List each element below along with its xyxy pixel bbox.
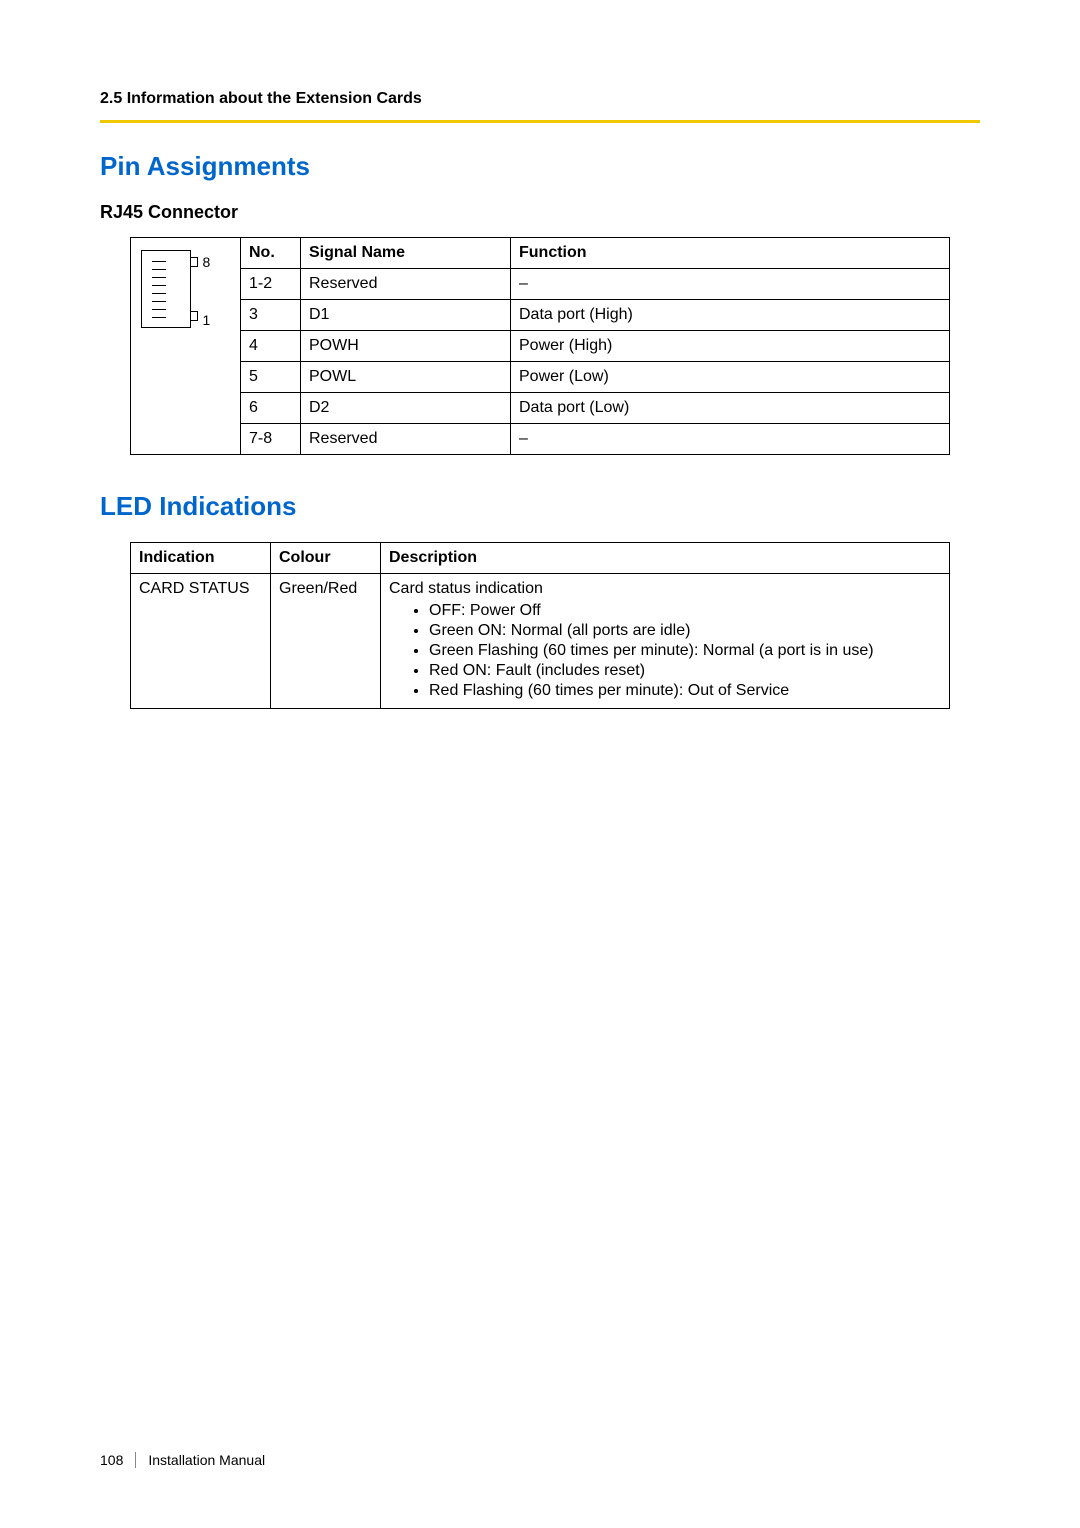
cell-colour: Green/Red	[271, 574, 381, 709]
cell-description: Card status indication OFF: Power Off Gr…	[381, 574, 950, 709]
description-list: OFF: Power Off Green ON: Normal (all por…	[429, 602, 941, 700]
led-indications-heading: LED Indications	[100, 491, 980, 522]
cell-no: 6	[241, 393, 301, 424]
cell-function: Power (Low)	[511, 362, 950, 393]
list-item: Green ON: Normal (all ports are idle)	[429, 622, 941, 640]
col-header-function: Function	[511, 238, 950, 269]
cell-function: Power (High)	[511, 331, 950, 362]
rj45-connector-icon	[141, 250, 191, 328]
cell-function: –	[511, 424, 950, 455]
cell-function: –	[511, 269, 950, 300]
col-header-no: No.	[241, 238, 301, 269]
cell-function: Data port (Low)	[511, 393, 950, 424]
table-header-row: Indication Colour Description	[131, 543, 950, 574]
cell-no: 1-2	[241, 269, 301, 300]
list-item: OFF: Power Off	[429, 602, 941, 620]
cell-no: 7-8	[241, 424, 301, 455]
section-header: 2.5 Information about the Extension Card…	[100, 90, 980, 108]
col-header-colour: Colour	[271, 543, 381, 574]
connector-diagram-cell: 8 1	[131, 238, 241, 455]
cell-indication: CARD STATUS	[131, 574, 271, 709]
table-row: CARD STATUS Green/Red Card status indica…	[131, 574, 950, 709]
table-row: 4 POWH Power (High)	[131, 331, 950, 362]
cell-signal: D2	[301, 393, 511, 424]
cell-no: 4	[241, 331, 301, 362]
list-item: Red Flashing (60 times per minute): Out …	[429, 682, 941, 700]
list-item: Red ON: Fault (includes reset)	[429, 662, 941, 680]
footer-separator	[135, 1452, 136, 1468]
table-row: 6 D2 Data port (Low)	[131, 393, 950, 424]
description-title: Card status indication	[389, 580, 543, 597]
table-header-row: 8 1 No. Signal Name Function	[131, 238, 950, 269]
col-header-signal: Signal Name	[301, 238, 511, 269]
pin-assignments-table: 8 1 No. Signal Name Function 1-2 Reserve…	[130, 237, 950, 455]
table-row: 1-2 Reserved –	[131, 269, 950, 300]
cell-signal: D1	[301, 300, 511, 331]
page-number: 108	[100, 1452, 123, 1468]
rj45-connector-heading: RJ45 Connector	[100, 202, 980, 223]
cell-signal: Reserved	[301, 424, 511, 455]
connector-pin-8-label: 8	[203, 254, 211, 270]
cell-no: 3	[241, 300, 301, 331]
connector-pin-1-label: 1	[203, 312, 211, 328]
pin-assignments-heading: Pin Assignments	[100, 151, 980, 182]
led-indications-table: Indication Colour Description CARD STATU…	[130, 542, 950, 709]
divider	[100, 120, 980, 123]
cell-function: Data port (High)	[511, 300, 950, 331]
cell-no: 5	[241, 362, 301, 393]
table-row: 7-8 Reserved –	[131, 424, 950, 455]
cell-signal: Reserved	[301, 269, 511, 300]
col-header-indication: Indication	[131, 543, 271, 574]
cell-signal: POWH	[301, 331, 511, 362]
col-header-description: Description	[381, 543, 950, 574]
table-row: 5 POWL Power (Low)	[131, 362, 950, 393]
cell-signal: POWL	[301, 362, 511, 393]
page-footer: 108 Installation Manual	[100, 1452, 265, 1468]
list-item: Green Flashing (60 times per minute): No…	[429, 642, 941, 660]
table-row: 3 D1 Data port (High)	[131, 300, 950, 331]
doc-title: Installation Manual	[148, 1452, 265, 1468]
